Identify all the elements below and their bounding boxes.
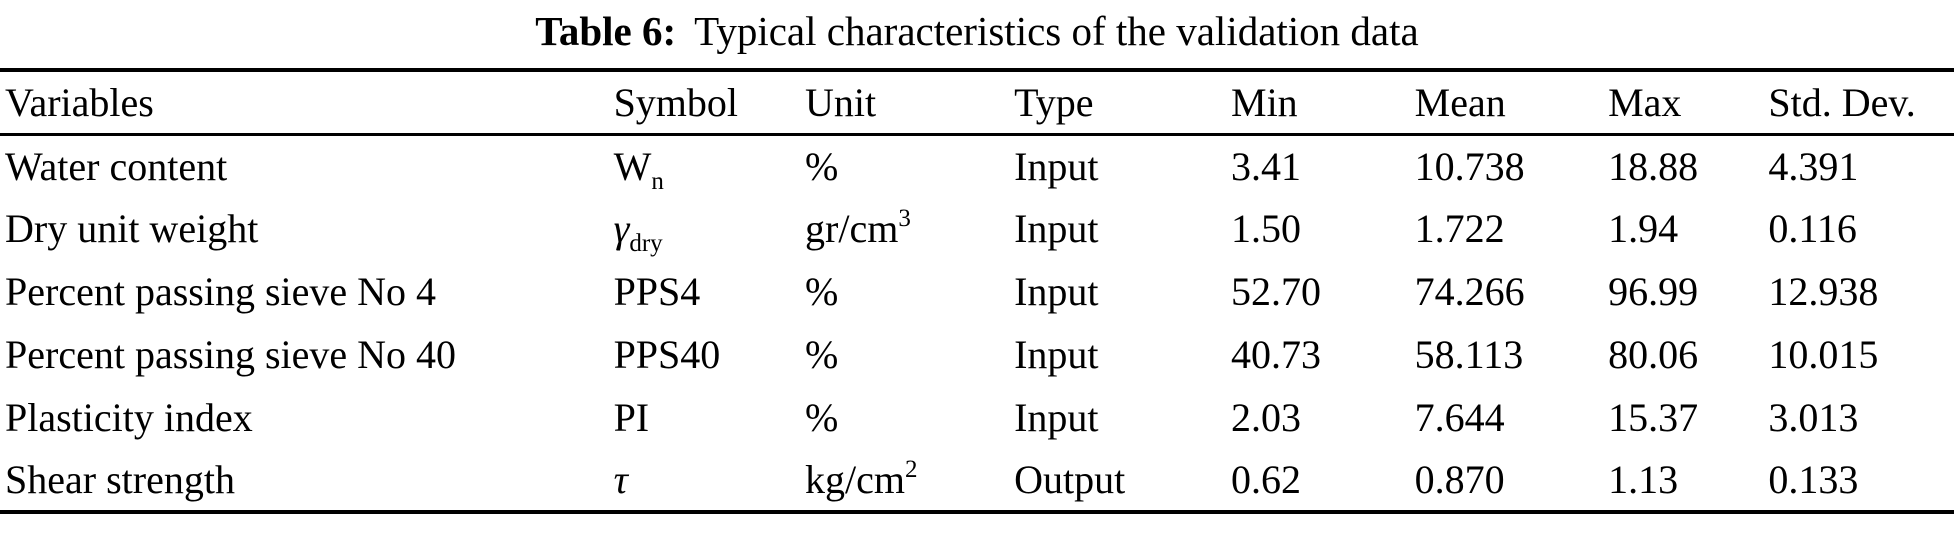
- table-row: Percent passing sieve No 40 PPS40 % Inpu…: [0, 323, 1954, 386]
- column-header-type: Type: [1014, 70, 1231, 136]
- table-caption-label: Table 6:: [535, 8, 677, 54]
- symbol-cell: Wn: [614, 134, 805, 197]
- unit-base: %: [805, 332, 839, 377]
- column-header-symbol: Symbol: [613, 70, 806, 136]
- unit-cell: %: [805, 323, 1014, 386]
- type-cell: Input: [1014, 269, 1099, 314]
- table-row: Shear strength τ kg/cm2 Output 0.62 0.87…: [0, 449, 1954, 512]
- symbol-cell: PI: [614, 386, 805, 449]
- mean-cell: 10.738: [1414, 143, 1525, 189]
- stddev-cell: 12.938: [1768, 269, 1879, 314]
- unit-cell: %: [805, 260, 1014, 323]
- symbol-base: PPS40: [613, 332, 721, 377]
- min-cell: 0.62: [1231, 457, 1301, 502]
- variable-cell: Percent passing sieve No 4: [5, 269, 437, 314]
- symbol-base: PPS4: [613, 269, 701, 314]
- variable-cell: Percent passing sieve No 40: [5, 332, 457, 377]
- mean-cell: 7.644: [1414, 395, 1505, 440]
- symbol-cell: PPS4: [614, 260, 805, 323]
- table-caption-text: Typical characteristics of the validatio…: [694, 8, 1419, 54]
- symbol-base: γ: [613, 206, 630, 251]
- type-cell: Input: [1014, 206, 1099, 251]
- max-cell: 80.06: [1608, 332, 1699, 377]
- symbol-subscript: n: [651, 167, 664, 195]
- unit-base: kg/cm: [805, 457, 906, 502]
- table-row: Plasticity index PI % Input 2.03 7.644 1…: [0, 386, 1954, 449]
- unit-cell: gr/cm3: [805, 197, 1014, 260]
- unit-superscript: 3: [898, 205, 911, 232]
- type-cell: Input: [1014, 332, 1099, 377]
- stddev-cell: 10.015: [1768, 332, 1879, 377]
- variable-cell: Dry unit weight: [5, 206, 259, 251]
- unit-cell: %: [805, 134, 1014, 197]
- mean-cell: 1.722: [1414, 206, 1505, 251]
- column-header-unit: Unit: [805, 70, 1015, 136]
- symbol-cell: γdry: [614, 197, 805, 260]
- type-cell: Output: [1014, 457, 1126, 502]
- unit-cell: %: [805, 386, 1014, 449]
- min-cell: 2.03: [1231, 395, 1301, 440]
- unit-base: %: [805, 395, 839, 440]
- max-cell: 18.88: [1608, 143, 1699, 189]
- unit-cell: kg/cm2: [805, 449, 1014, 512]
- type-cell: Input: [1014, 143, 1099, 189]
- min-cell: 52.70: [1231, 269, 1321, 314]
- validation-data-table: Variables Symbol Unit Type Min Mean Max …: [0, 68, 1954, 514]
- column-header-max: Max: [1608, 70, 1769, 136]
- symbol-cell: τ: [614, 449, 805, 512]
- max-cell: 1.13: [1608, 457, 1679, 502]
- symbol-base: τ: [613, 457, 628, 502]
- column-header-variables: Variables: [0, 70, 614, 136]
- unit-base: %: [805, 269, 839, 314]
- symbol-cell: PPS40: [614, 323, 805, 386]
- column-header-std-dev: Std. Dev.: [1768, 70, 1954, 136]
- table-row: Water content Wn % Input 3.41 10.738 18.…: [0, 134, 1954, 197]
- max-cell: 96.99: [1608, 269, 1699, 314]
- min-cell: 3.41: [1231, 143, 1301, 189]
- stddev-cell: 3.013: [1768, 395, 1859, 440]
- variable-cell: Plasticity index: [5, 395, 253, 440]
- max-cell: 1.94: [1608, 206, 1679, 251]
- type-cell: Input: [1014, 395, 1099, 440]
- table-caption: Table 6: Typical characteristics of the …: [0, 0, 1954, 68]
- min-cell: 1.50: [1231, 206, 1301, 251]
- stddev-cell: 4.391: [1768, 143, 1859, 189]
- table-row: Percent passing sieve No 4 PPS4 % Input …: [0, 260, 1954, 323]
- variable-cell: Water content: [5, 143, 228, 189]
- symbol-base: PI: [613, 395, 650, 440]
- stddev-cell: 0.116: [1768, 206, 1857, 251]
- symbol-subscript: dry: [629, 230, 663, 257]
- symbol-base: W: [613, 143, 652, 189]
- table-row: Dry unit weight γdry gr/cm3 Input 1.50 1…: [0, 197, 1954, 260]
- column-header-min: Min: [1231, 70, 1415, 136]
- unit-base: %: [805, 143, 839, 189]
- mean-cell: 74.266: [1414, 269, 1525, 314]
- mean-cell: 0.870: [1414, 457, 1505, 502]
- unit-superscript: 2: [905, 456, 918, 483]
- header-row: Variables Symbol Unit Type Min Mean Max …: [0, 70, 1954, 136]
- column-header-mean: Mean: [1414, 70, 1609, 136]
- min-cell: 40.73: [1231, 332, 1321, 377]
- unit-base: gr/cm: [805, 206, 899, 251]
- stddev-cell: 0.133: [1768, 457, 1859, 502]
- max-cell: 15.37: [1608, 395, 1699, 440]
- mean-cell: 58.113: [1414, 332, 1524, 377]
- variable-cell: Shear strength: [5, 457, 235, 502]
